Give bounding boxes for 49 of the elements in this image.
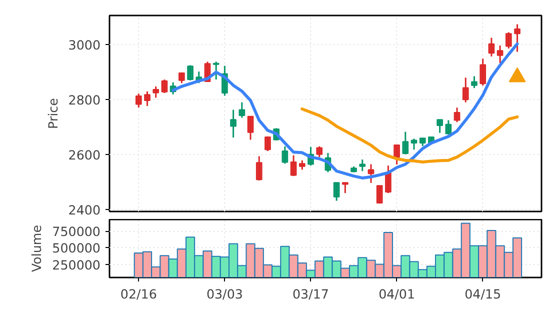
candlestick <box>505 32 512 50</box>
y-tick-label: 250000 <box>52 257 101 272</box>
candlestick <box>480 58 486 86</box>
candlestick <box>462 76 469 104</box>
candlestick <box>282 146 288 164</box>
candlestick <box>187 64 194 82</box>
candlestick <box>471 76 478 89</box>
candlestick <box>256 155 262 182</box>
y-axis-title: Volume <box>29 224 44 272</box>
candlestick <box>230 109 236 138</box>
y-tick-label: 2800 <box>68 92 101 108</box>
candlestick <box>152 86 160 98</box>
y-tick-label: 3000 <box>68 37 101 52</box>
candlestick <box>342 182 348 194</box>
candlestick <box>135 92 142 108</box>
y-axis-title: Price <box>45 98 60 129</box>
candlestick <box>368 163 374 184</box>
candlestick <box>212 60 220 80</box>
candlestick <box>454 106 460 123</box>
candlestick <box>333 182 340 202</box>
candlestick <box>247 116 254 140</box>
candlestick <box>376 184 383 204</box>
candlestick <box>161 78 168 94</box>
x-tick-label: 03/03 <box>206 286 243 302</box>
candlestick <box>488 37 495 58</box>
candlestick <box>316 146 323 158</box>
candlestick <box>264 136 271 152</box>
y-tick-label: 500000 <box>52 240 101 256</box>
candlestick <box>410 138 418 150</box>
x-tick-label: 04/15 <box>464 286 502 302</box>
candlestick <box>385 164 392 194</box>
line-series <box>300 107 519 164</box>
candlestick <box>290 154 297 177</box>
candlestick <box>514 24 520 53</box>
x-tick-label: 03/17 <box>292 286 329 302</box>
candlestick <box>359 158 366 172</box>
candlestick <box>394 144 400 166</box>
y-tick-label: 750000 <box>52 224 101 240</box>
candlestick <box>238 102 246 119</box>
candlestick <box>436 118 443 134</box>
candlestick <box>144 90 150 107</box>
candlestick <box>298 160 306 170</box>
x-tick-label: 02/16 <box>120 286 157 302</box>
candlestick <box>496 44 504 64</box>
candlestick <box>402 131 409 156</box>
x-tick-label: 04/01 <box>378 286 416 302</box>
candlestick <box>445 119 452 136</box>
y-tick-label: 2600 <box>68 147 101 162</box>
y-tick-label: 2400 <box>68 202 101 218</box>
